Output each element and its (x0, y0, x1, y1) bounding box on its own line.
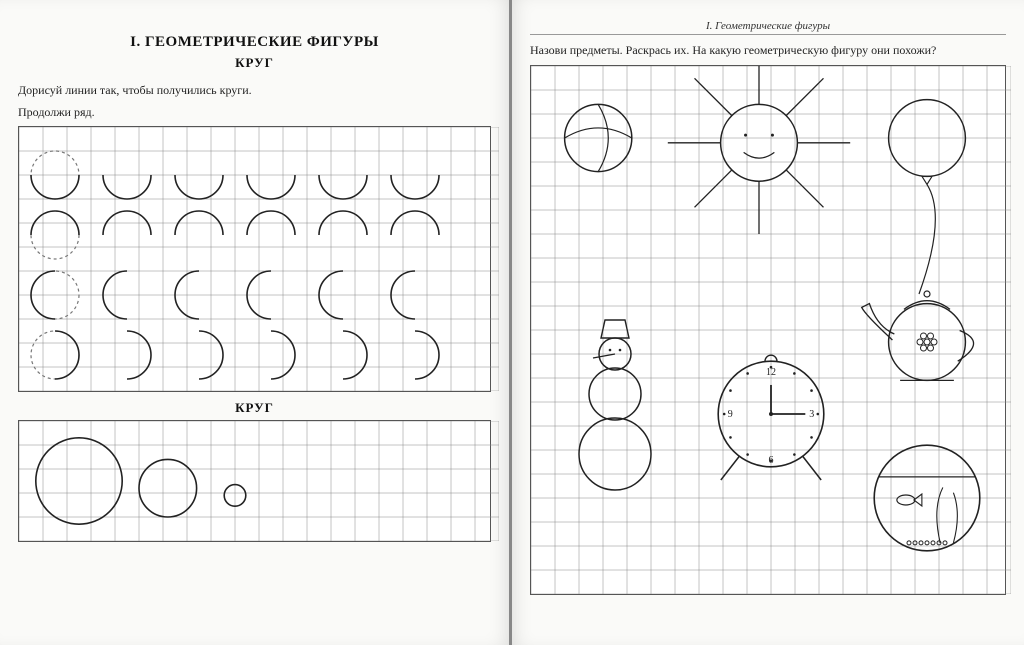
instruction-line-2: Продолжи ряд. (18, 105, 491, 121)
right-instruction: Назови предметы. Раскрась их. На какую г… (530, 43, 1006, 59)
tracing-grid-top (18, 126, 491, 392)
svg-text:12: 12 (766, 367, 776, 378)
shape-subtitle: КРУГ (18, 55, 491, 71)
left-page: I. ГЕОМЕТРИЧЕСКИЕ ФИГУРЫ КРУГ Дорисуй ли… (0, 0, 512, 645)
chapter-title: I. ГЕОМЕТРИЧЕСКИЕ ФИГУРЫ (18, 34, 491, 51)
svg-text:6: 6 (769, 454, 774, 465)
tracing-grid-bottom (18, 420, 491, 542)
running-head: I. Геометрические фигуры (530, 20, 1006, 35)
svg-text:3: 3 (809, 409, 814, 420)
right-page: I. Геометрические фигуры Назови предметы… (512, 0, 1024, 645)
objects-grid: 12 3 6 9 (530, 65, 1006, 595)
instruction-line-1: Дорисуй линии так, чтобы получились круг… (18, 83, 491, 99)
mid-shape-label: КРУГ (18, 400, 491, 416)
svg-text:9: 9 (728, 409, 733, 420)
